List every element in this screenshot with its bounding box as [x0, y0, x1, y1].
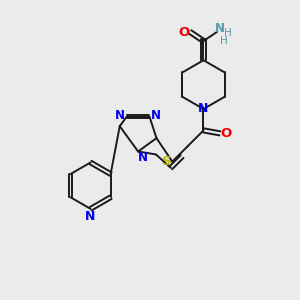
Text: N: N [198, 103, 209, 116]
Text: N: N [151, 109, 161, 122]
Text: H: H [224, 28, 232, 38]
Text: N: N [85, 210, 96, 223]
Text: N: N [215, 22, 225, 35]
Text: N: N [138, 151, 148, 164]
Text: N: N [115, 109, 125, 122]
Text: O: O [178, 26, 190, 38]
Text: O: O [221, 127, 232, 140]
Text: S: S [162, 155, 172, 168]
Text: H: H [220, 36, 228, 46]
